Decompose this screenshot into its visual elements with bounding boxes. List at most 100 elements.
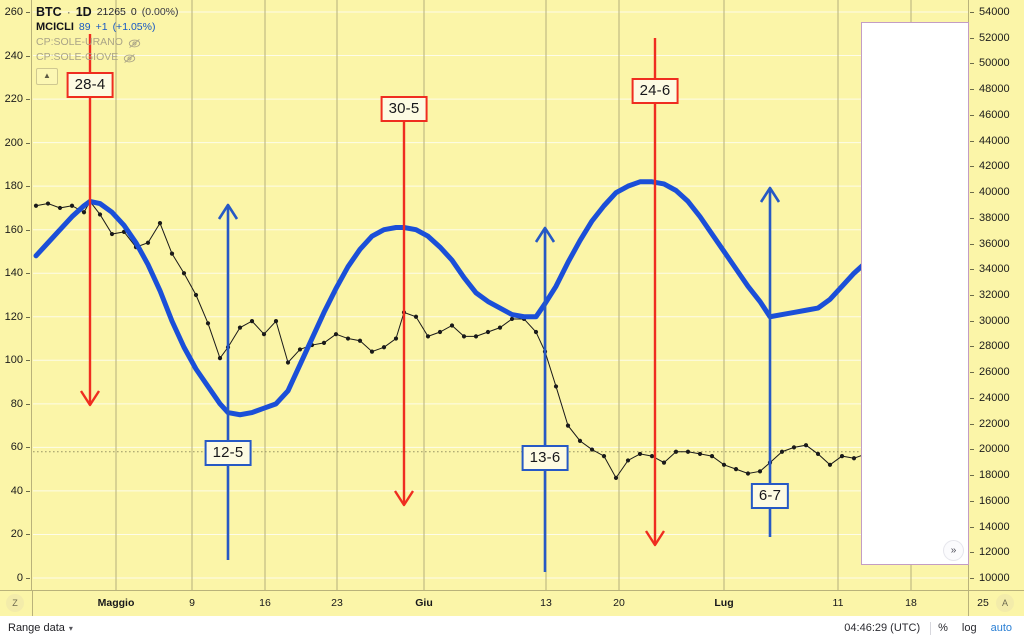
eye-off-icon[interactable] <box>128 36 141 48</box>
price-data-point <box>851 456 857 461</box>
range-data-label: Range data <box>8 622 65 634</box>
right-axis-tickmark <box>970 526 974 528</box>
annotation-label[interactable]: 30-5 <box>380 96 428 122</box>
left-axis-tick: 20 <box>10 528 23 541</box>
time-axis-label: 20 <box>613 597 625 609</box>
right-axis-tick: 30000 <box>979 314 1010 327</box>
right-axis-tickmark <box>970 295 974 296</box>
annotation-label[interactable]: 24-6 <box>631 78 679 104</box>
price-data-point <box>721 462 727 467</box>
price-data-point <box>497 325 503 330</box>
right-axis-tick: 34000 <box>979 263 1010 276</box>
range-data-button[interactable]: Range data ▾ <box>8 622 73 634</box>
right-value-axis[interactable]: 54000 52000 50000 48000 46000 44000 42000 40000… <box>968 0 1024 590</box>
double-chevron-right-icon[interactable]: » <box>944 541 963 560</box>
left-axis-tickmark <box>26 229 30 231</box>
left-axis-tick: 120 <box>4 310 23 323</box>
annotation-label[interactable]: 28-4 <box>66 72 114 98</box>
right-axis-tickmark <box>970 269 974 271</box>
left-axis-tickmark <box>26 12 30 13</box>
price-data-point <box>637 451 643 457</box>
left-axis-tick: 180 <box>4 180 23 193</box>
legend-indicator-value: 89 <box>78 20 91 33</box>
left-axis-tickmark <box>26 447 30 449</box>
price-data-point <box>321 340 327 345</box>
left-axis-tick: 0 <box>16 572 23 584</box>
price-data-point <box>613 475 619 480</box>
price-series-dots <box>33 199 869 480</box>
percent-scale-button[interactable]: % <box>938 622 948 634</box>
legend-change: 0 <box>130 5 137 18</box>
chart-plot-area[interactable] <box>33 0 968 590</box>
left-value-axis[interactable]: 260 240 220 200 180 160 140 120 100 80 60 40 20 0 <box>0 0 32 590</box>
price-data-point <box>217 356 223 361</box>
time-axis-label: 13 <box>540 597 552 609</box>
price-data-point <box>461 334 467 339</box>
right-axis-tick: 10000 <box>979 572 1010 584</box>
price-data-point <box>345 336 351 341</box>
price-data-point <box>577 438 583 443</box>
price-data-point <box>697 451 703 457</box>
timezone-button[interactable]: Z <box>6 594 24 612</box>
price-data-point <box>273 319 279 324</box>
price-data-point <box>285 360 291 365</box>
price-data-point <box>169 251 175 256</box>
price-data-point <box>69 203 75 208</box>
legend-row-indicator[interactable]: MCICLI 89 +1 (+1.05%) <box>36 19 179 34</box>
price-data-point <box>57 205 63 211</box>
auto-fit-button[interactable]: auto <box>990 622 1012 634</box>
legend-row-hidden-2[interactable]: CP:SOLE-GIOVE <box>36 49 179 64</box>
right-axis-tickmark <box>970 578 974 579</box>
price-data-point <box>205 321 211 326</box>
left-axis-tickmark <box>26 186 30 188</box>
right-axis-tickmark <box>970 243 974 245</box>
left-axis-tick: 100 <box>4 354 23 367</box>
annotation-label[interactable]: 13-6 <box>521 445 569 471</box>
price-data-point <box>733 467 739 472</box>
chevron-up-icon[interactable]: ▲ <box>36 68 58 85</box>
legend-row-symbol[interactable]: BTC · 1D 21265 0 (0.00%) <box>36 4 179 19</box>
status-divider <box>930 621 932 635</box>
time-axis[interactable]: Z A Maggio 9 16 23 Giu 13 20 Lug 11 18 25 <box>0 590 1024 618</box>
marker-arrowhead <box>759 186 781 203</box>
right-axis-tickmark <box>970 423 974 425</box>
time-axis-label: 9 <box>189 597 195 609</box>
left-axis-tick: 260 <box>4 6 23 18</box>
legend-hidden-label-2: CP:SOLE-GIOVE <box>36 50 119 63</box>
marker-arrowhead <box>534 226 556 243</box>
left-axis-tickmark <box>26 273 30 275</box>
price-data-point <box>181 271 187 276</box>
right-axis-tick: 20000 <box>979 443 1010 456</box>
price-data-point <box>601 453 607 459</box>
right-axis-tick: 12000 <box>979 546 1010 559</box>
log-scale-button[interactable]: log <box>961 622 977 634</box>
annotation-label[interactable]: 6-7 <box>750 483 790 509</box>
price-data-point <box>425 334 431 339</box>
price-data-point <box>261 332 267 337</box>
right-axis-tick: 38000 <box>979 211 1010 224</box>
left-axis-tick: 140 <box>4 267 23 280</box>
left-axis-border <box>31 0 32 590</box>
price-data-point <box>369 349 375 354</box>
price-data-point <box>757 469 763 474</box>
right-axis-tick: 14000 <box>979 520 1010 533</box>
right-axis-tick: 16000 <box>979 494 1010 507</box>
left-axis-tick: 60 <box>10 441 23 454</box>
chevron-down-icon[interactable]: ▾ <box>68 623 73 633</box>
eye-off-icon[interactable] <box>123 51 136 63</box>
annotation-label[interactable]: 12-5 <box>204 440 252 466</box>
price-data-point <box>249 319 255 324</box>
chart-canvas <box>33 0 968 590</box>
right-axis-tick: 24000 <box>979 391 1010 404</box>
right-axis-tickmark <box>970 12 974 13</box>
right-axis-tickmark <box>970 346 974 348</box>
legend-row-hidden-1[interactable]: CP:SOLE-URANO <box>36 34 179 49</box>
right-axis-tickmark <box>970 37 974 39</box>
right-axis-tickmark <box>970 89 974 91</box>
right-axis-tick: 32000 <box>979 289 1010 301</box>
auto-scale-button[interactable]: A <box>996 594 1014 612</box>
marker-arrowhead <box>79 390 101 407</box>
overlay-panel[interactable]: » <box>861 22 969 565</box>
horizontal-gridlines <box>33 11 968 579</box>
price-data-point <box>779 449 785 454</box>
